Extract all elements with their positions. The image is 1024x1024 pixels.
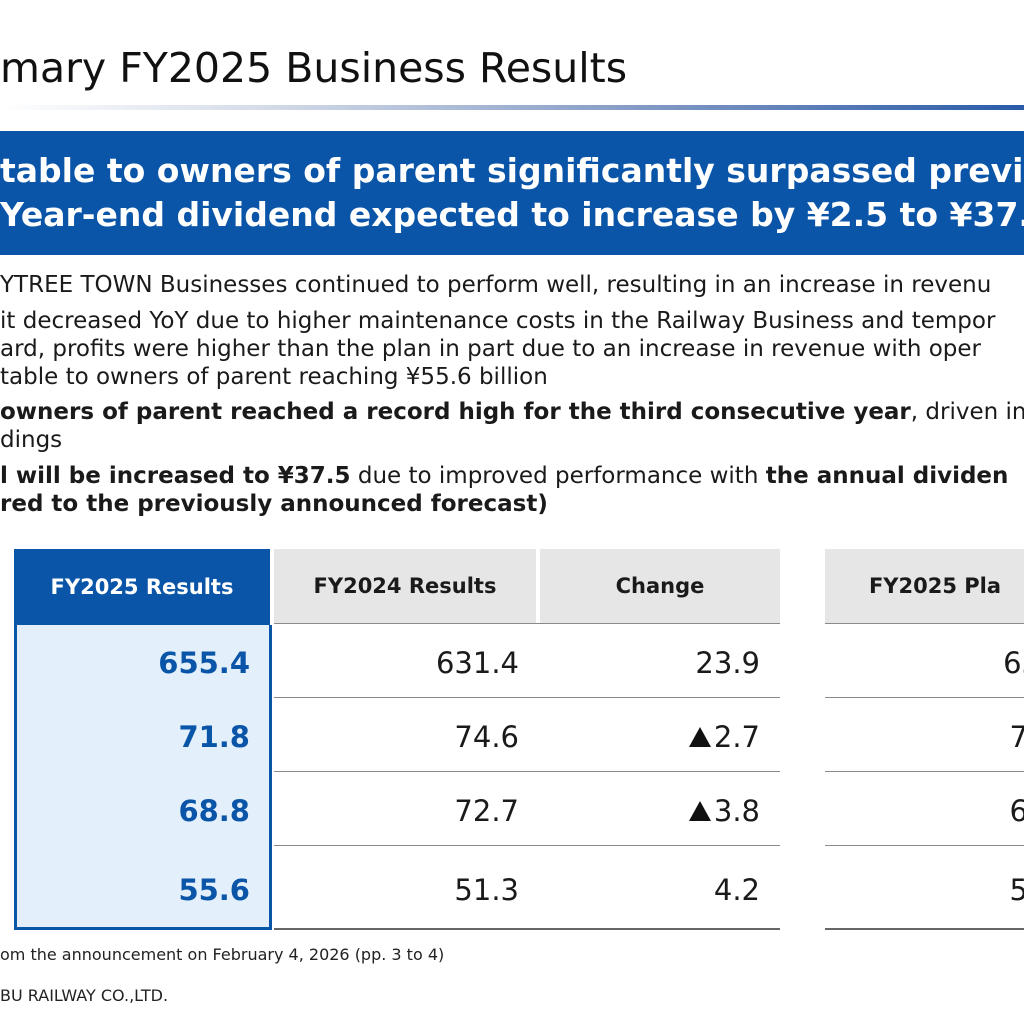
row-1-change-value: 23.9 [695, 646, 760, 680]
footnote: om the announcement on February 4, 2026 … [0, 945, 445, 964]
bullet-2-line-3: table to owners of parent reaching ¥55.6… [0, 363, 548, 391]
banner-line-1: table to owners of parent significantly … [0, 151, 1024, 190]
row-4-plan-value: 5 [1009, 873, 1024, 907]
row-4-change-value: 4.2 [713, 873, 760, 907]
row-3-fy2025: 68.8 [178, 794, 250, 828]
row-divider [274, 623, 780, 624]
row-1-plan: 65 [825, 626, 1024, 700]
row-2-fy2025: 71.8 [178, 720, 250, 754]
row-1-fy2024: 631.4 [435, 646, 519, 680]
title-divider [0, 105, 1024, 110]
row-2-change-value: 2.7 [713, 720, 760, 754]
table-bottom-rule [825, 928, 1024, 930]
company-name: BU RAILWAY CO.,LTD. [0, 986, 169, 1005]
row-2-plan: 7 [825, 700, 1024, 774]
bullet-2-line-1: it decreased YoY due to higher maintenan… [0, 307, 995, 335]
table-bottom-rule [274, 928, 780, 930]
row-divider [825, 697, 1024, 698]
row-divider [274, 697, 780, 698]
bullet-2-text-2: ard, profits were higher than the plan i… [0, 336, 982, 362]
row-divider [825, 771, 1024, 772]
bullet-3-line-2: dings [0, 426, 62, 454]
header-fy2025-plan: FY2025 Pla [825, 549, 1024, 623]
row-divider [274, 771, 780, 772]
bullet-3-bold: owners of parent reached a record high f… [0, 399, 911, 425]
header-fy2024-results: FY2024 Results [274, 549, 536, 623]
row-3-fy2024: 72.7 [454, 794, 519, 828]
bullet-3-line-1: owners of parent reached a record high f… [0, 398, 1024, 426]
row-3-change-value: 3.8 [713, 794, 760, 828]
row-2-plan-value: 7 [1009, 720, 1024, 754]
row-3-change: 3.8 [540, 774, 760, 848]
row-2-fy2024: 74.6 [454, 720, 519, 754]
bullet-4-line-1: l will be increased to ¥37.5 due to impr… [0, 462, 1008, 490]
bullet-4-bold-3: red to the previously announced forecast… [0, 491, 548, 517]
row-4-fy2025: 55.6 [178, 873, 250, 907]
negative-triangle-icon [688, 727, 711, 747]
row-3-plan-value: 6 [1009, 794, 1024, 828]
bullet-4-mid: due to improved performance with [350, 463, 766, 489]
row-4-plan: 5 [825, 853, 1024, 927]
negative-triangle-icon [688, 801, 711, 821]
row-1-plan-value: 65 [1003, 646, 1024, 680]
row-2-change: 2.7 [540, 700, 760, 774]
bullet-4-bold-2: the annual dividen [765, 463, 1009, 489]
bullet-4-line-2: red to the previously announced forecast… [0, 490, 548, 518]
bullet-4-bold-1: l will be increased to ¥37.5 [0, 463, 351, 489]
row-divider [274, 845, 780, 846]
bullet-3-text-2: dings [0, 427, 63, 453]
row-1-fy2025: 655.4 [158, 646, 250, 680]
bullet-2-text-3: table to owners of parent reaching ¥55.6… [0, 364, 548, 390]
row-divider [825, 623, 1024, 624]
bullet-2-text-1: it decreased YoY due to higher maintenan… [0, 308, 996, 334]
fy2025-results-column-highlight [14, 625, 272, 930]
bullet-3-rest: , driven in [910, 399, 1024, 425]
header-change: Change [540, 549, 780, 623]
page-title: mary FY2025 Business Results [0, 44, 628, 92]
headline-banner: table to owners of parent significantly … [0, 131, 1024, 255]
header-fy2025-results: FY2025 Results [14, 549, 270, 625]
row-1-change: 23.9 [540, 626, 760, 700]
row-divider [825, 845, 1024, 846]
bullet-1-text: YTREE TOWN Businesses continued to perfo… [0, 272, 992, 298]
banner-line-2: Year-end dividend expected to increase b… [0, 195, 1024, 234]
row-4-change: 4.2 [540, 853, 760, 927]
bullet-2-line-2: ard, profits were higher than the plan i… [0, 335, 981, 363]
row-3-plan: 6 [825, 774, 1024, 848]
row-4-fy2024: 51.3 [454, 873, 519, 907]
bullet-1: YTREE TOWN Businesses continued to perfo… [0, 271, 991, 299]
